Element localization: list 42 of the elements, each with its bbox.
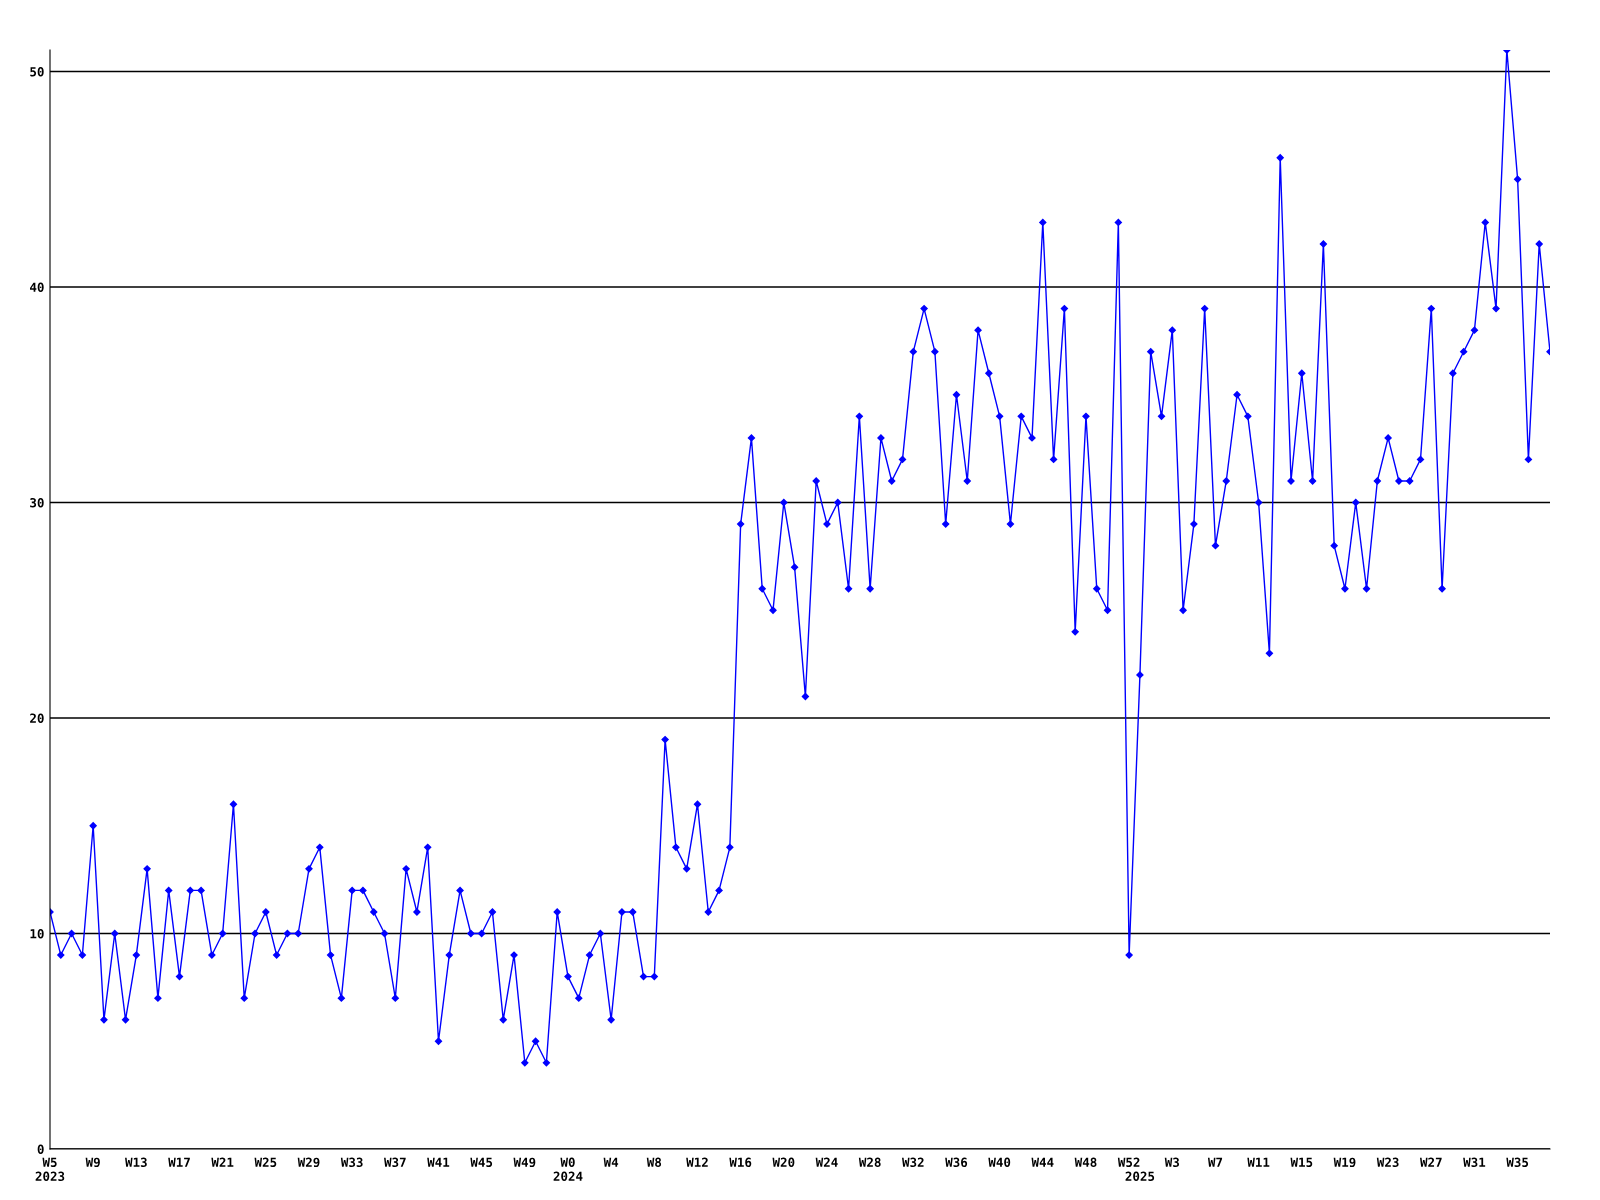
x-tick-label: 2025	[1125, 1171, 1155, 1182]
y-tick-label: 30	[30, 498, 44, 508]
y-tick-label: 20	[30, 713, 44, 723]
x-tick-label: W35	[1506, 1157, 1529, 1168]
x-tick-label: W21	[211, 1157, 234, 1167]
x-tick-label: W27	[1420, 1157, 1442, 1167]
x-tick-label: W31	[1463, 1157, 1486, 1168]
x-tick-label: W52	[1117, 1157, 1140, 1168]
y-tick-label: 40	[30, 282, 44, 292]
x-tick-label: W37	[384, 1157, 406, 1168]
x-tick-label: W9	[85, 1157, 100, 1168]
x-tick-label: W4	[603, 1157, 619, 1167]
x-tick-label: W44	[1031, 1157, 1054, 1167]
x-tick-label: W24	[815, 1157, 838, 1167]
x-tick-label: W49	[513, 1157, 536, 1168]
x-tick-label: W29	[297, 1157, 320, 1168]
y-tick-label: 50	[30, 67, 44, 77]
x-tick-label: W48	[1074, 1157, 1097, 1168]
y-tick-label: 10	[30, 928, 44, 939]
y-tick-label: 0	[37, 1144, 44, 1154]
x-tick-label: W36	[945, 1157, 968, 1168]
x-tick-label: W40	[988, 1157, 1011, 1168]
x-tick-label: W0 2024	[553, 1157, 583, 1182]
x-tick-label: W5 2023	[35, 1157, 65, 1182]
x-tick-label: W45	[470, 1157, 493, 1168]
x-tick-label: W3	[1164, 1157, 1180, 1168]
x-tick-label: W28	[858, 1157, 881, 1168]
x-tick-label: W8	[646, 1157, 662, 1168]
x-tick-label: W7	[1207, 1157, 1223, 1167]
x-tick-label: W16	[729, 1157, 752, 1168]
x-tick-label: W13	[125, 1157, 147, 1168]
x-tick-label: W17	[168, 1157, 190, 1167]
x-tick-label: W20	[772, 1157, 795, 1168]
x-tick-label: W12	[686, 1157, 708, 1167]
x-tick-label: W41	[427, 1157, 450, 1167]
x-tick-label: W25	[254, 1157, 277, 1168]
x-tick-label: W33	[340, 1157, 363, 1168]
x-tick-label: W15	[1290, 1157, 1313, 1168]
x-tick-label: W23	[1376, 1157, 1399, 1168]
x-tick-label: W32	[902, 1157, 924, 1168]
x-tick-label: W19	[1333, 1157, 1356, 1168]
x-tick-label: W11	[1247, 1157, 1270, 1167]
